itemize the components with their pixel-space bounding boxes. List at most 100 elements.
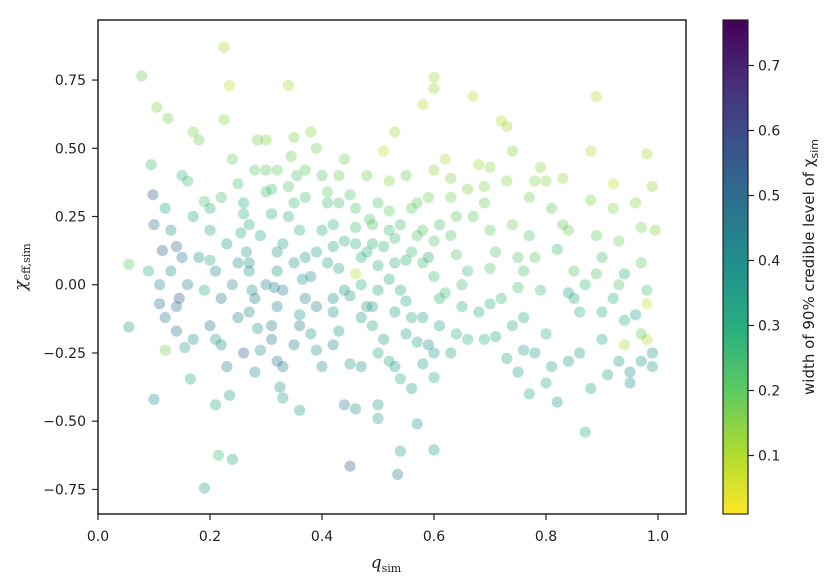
scatter-point [232,311,244,324]
y-tick-label: 0.50 [55,141,86,157]
scatter-point [333,197,345,209]
scatter-point [316,361,328,373]
scatter-point [551,396,563,408]
scatter-point [266,208,278,220]
scatter-point [299,251,311,263]
colorbar-tick-label: 0.2 [758,384,780,400]
scatter-point [562,224,575,236]
scatter-point [327,339,339,351]
scatter-point [484,224,496,236]
scatter-point [274,381,286,393]
scatter-point [327,219,339,231]
scatter-point [478,180,490,193]
scatter-point [148,393,160,405]
scatter-point [198,284,210,296]
scatter-point [529,251,541,263]
scatter-point [613,235,625,247]
scatter-point [428,235,440,247]
scatter-point [478,333,490,345]
scatter-point [501,175,513,187]
scatter-point [641,333,653,345]
scatter-point [350,268,362,280]
scatter-point [417,99,429,111]
scatter-point [394,219,406,231]
scatter-point [198,482,210,494]
scatter-point [316,170,328,182]
scatter-point [574,306,586,318]
scatter-point [523,230,535,242]
scatter-point [327,240,339,253]
scatter-point [277,284,289,296]
colorbar-tick-label: 0.4 [758,254,780,270]
scatter-point [590,230,603,242]
scatter-point [221,361,233,373]
scatter-point [243,257,255,269]
scatter-point [344,189,356,201]
scatter-point [568,265,580,277]
scatter-point [218,41,230,53]
scatter-point [361,301,373,313]
scatter-point [235,227,247,239]
scatter-point [607,202,619,214]
scatter-point [252,134,264,146]
scatter-point [635,257,647,269]
scatter-point [646,361,659,373]
scatter-point [282,79,294,92]
scatter-point [383,224,395,236]
scatter-point [305,126,317,138]
scatter-point [523,191,535,203]
scatter-point [145,159,157,171]
scatter-point [179,341,191,354]
scatter-point [299,292,311,304]
scatter-point [529,347,541,359]
y-tick-label: 0.25 [55,210,86,226]
scatter-point [540,328,552,340]
scatter-point [635,221,647,233]
scatter-point [646,347,659,359]
scatter-point [394,373,406,385]
scatter-point [366,320,378,332]
scatter-point [361,170,373,182]
scatter-point [266,320,278,332]
scatter-point [389,306,401,318]
scatter-point [212,449,224,461]
scatter-point [193,251,205,263]
scatter-point [506,320,518,332]
scatter-point [495,115,507,127]
scatter-point [428,164,440,176]
scatter-point [428,271,440,283]
scatter-point [355,311,367,324]
scatter-point [462,333,474,345]
scatter-point [210,399,222,411]
scatter-point [456,279,468,291]
scatter-point [238,197,250,209]
scatter-point [462,265,474,277]
scatter-point [439,153,451,165]
scatter-point [422,251,434,263]
y-axis: −0.75 −0.50 −0.25 0.00 0.25 0.50 0.75 [43,73,98,498]
scatter-point [596,306,608,318]
scatter-point [288,339,300,351]
scatter-point [518,265,530,277]
scatter-point [618,314,631,326]
scatter-point [422,339,434,351]
scatter-point [585,194,597,206]
scatter-point [495,292,507,304]
scatter-point [299,164,311,176]
scatter-point [310,246,322,258]
scatter-point [590,268,603,280]
scatter-point [417,358,429,370]
scatter-point [226,153,238,165]
scatter-point [378,333,390,345]
scatter-point [506,145,518,157]
colorbar-tick-label: 0.1 [758,449,780,465]
scatter-point [148,219,160,231]
scatter-point [327,292,339,304]
scatter-point [630,197,642,209]
scatter-point [310,301,322,313]
scatter-point [322,197,334,209]
scatter-point [165,224,177,236]
scatter-point [156,245,168,257]
scatter-point [176,170,188,182]
scatter-point [350,221,362,233]
